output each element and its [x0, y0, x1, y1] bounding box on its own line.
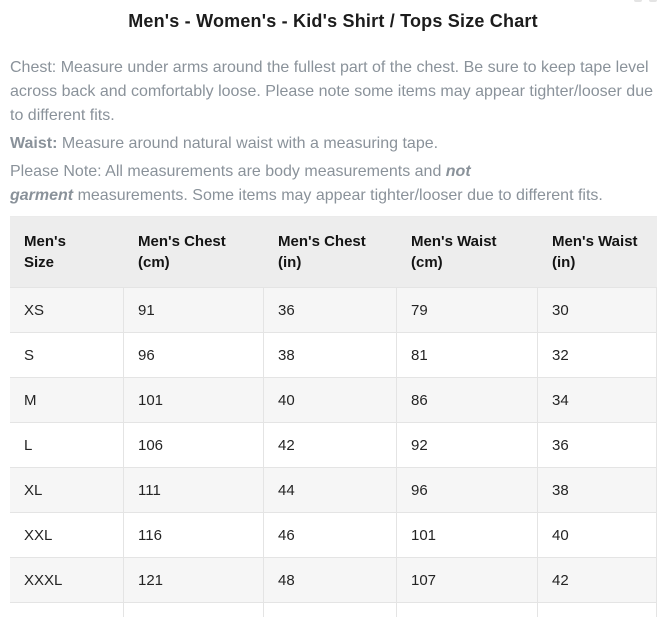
- size-cell: M: [10, 378, 124, 423]
- value-cell: 106: [124, 423, 264, 468]
- value-cell: 86: [397, 378, 538, 423]
- value-cell: 79: [397, 288, 538, 333]
- header-cell-line1: Men's Waist: [552, 233, 638, 250]
- chest-instructions-paragraph: Chest: Measure under arms around the ful…: [10, 56, 656, 128]
- header-cell-line1: Men's Chest: [278, 233, 366, 250]
- header-cell: Men's Waist (in): [538, 216, 657, 288]
- value-cell: 38: [538, 468, 657, 513]
- header-cell-line2: (in): [552, 254, 576, 271]
- value-cell: 101: [124, 378, 264, 423]
- value-cell: 36: [264, 288, 397, 333]
- header-cell: Men's Size: [10, 216, 124, 288]
- header-cell-line2: Size: [24, 254, 55, 271]
- table-row: XS 91 36 79 30: [10, 288, 657, 333]
- measuring-instructions: Chest: Measure under arms around the ful…: [10, 56, 656, 208]
- table-row-partial: [10, 603, 657, 617]
- table-header-row: Men's Size Men's Chest (cm) Men's Chest (in) M…: [10, 216, 657, 288]
- empty-cell: [124, 603, 264, 617]
- value-cell: 116: [124, 513, 264, 558]
- note-lead-text: Please Note: All measurements are body m…: [10, 163, 446, 180]
- value-cell: 36: [538, 423, 657, 468]
- header-cell-line1: Men's Waist: [411, 233, 497, 250]
- value-cell: 34: [538, 378, 657, 423]
- size-cell: S: [10, 333, 124, 378]
- value-cell: 121: [124, 558, 264, 603]
- header-cell: Men's Chest (in): [264, 216, 397, 288]
- cropped-ui-mark: [649, 0, 657, 2]
- size-cell: XS: [10, 288, 124, 333]
- waist-instructions-text: Measure around natural waist with a meas…: [57, 135, 439, 152]
- table-body: XS 91 36 79 30 S 96 38 81 32 M 101 40 86 34 L 106 42 92 36 X…: [10, 288, 657, 617]
- empty-cell: [538, 603, 657, 617]
- value-cell: 92: [397, 423, 538, 468]
- table-row: M 101 40 86 34: [10, 378, 657, 423]
- value-cell: 46: [264, 513, 397, 558]
- size-cell: XXL: [10, 513, 124, 558]
- table-row: XXXL 121 48 107 42: [10, 558, 657, 603]
- page-title: Men's - Women's - Kid's Shirt / Tops Siz…: [128, 11, 538, 31]
- header-cell: Men's Waist (cm): [397, 216, 538, 288]
- note-emphasis-not: not: [445, 163, 471, 180]
- empty-cell: [264, 603, 397, 617]
- value-cell: 40: [538, 513, 657, 558]
- note-rest-text: measurements. Some items may appear tigh…: [73, 187, 603, 204]
- table-row: L 106 42 92 36: [10, 423, 657, 468]
- mens-size-table: Men's Size Men's Chest (cm) Men's Chest (in) M…: [10, 216, 657, 617]
- value-cell: 107: [397, 558, 538, 603]
- waist-instructions-paragraph: Waist: Measure around natural waist with…: [10, 132, 656, 156]
- size-cell: XXXL: [10, 558, 124, 603]
- value-cell: 81: [397, 333, 538, 378]
- value-cell: 111: [124, 468, 264, 513]
- header-cell-line2: (cm): [411, 254, 443, 271]
- value-cell: 91: [124, 288, 264, 333]
- size-cell: L: [10, 423, 124, 468]
- header-cell-line1: Men's Chest: [138, 233, 226, 250]
- chest-instructions-text: Chest: Measure under arms around the ful…: [10, 59, 653, 124]
- value-cell: 48: [264, 558, 397, 603]
- table-row: S 96 38 81 32: [10, 333, 657, 378]
- value-cell: 32: [538, 333, 657, 378]
- header-cell-line2: (cm): [138, 254, 170, 271]
- waist-label: Waist:: [10, 135, 58, 152]
- value-cell: 101: [397, 513, 538, 558]
- note-emphasis-garment: garment: [10, 187, 74, 204]
- table-row: XL 111 44 96 38: [10, 468, 657, 513]
- value-cell: 30: [538, 288, 657, 333]
- header-cell-line1: Men's: [24, 233, 66, 250]
- size-cell: XL: [10, 468, 124, 513]
- header-cell: Men's Chest (cm): [124, 216, 264, 288]
- cropped-ui-mark: [634, 0, 642, 2]
- header-cell-line2: (in): [278, 254, 302, 271]
- value-cell: 42: [538, 558, 657, 603]
- value-cell: 44: [264, 468, 397, 513]
- value-cell: 96: [124, 333, 264, 378]
- empty-cell: [397, 603, 538, 617]
- value-cell: 40: [264, 378, 397, 423]
- value-cell: 96: [397, 468, 538, 513]
- value-cell: 42: [264, 423, 397, 468]
- empty-cell: [10, 603, 124, 617]
- value-cell: 38: [264, 333, 397, 378]
- measurement-note-paragraph: Please Note: All measurements are body m…: [10, 160, 656, 208]
- table-row: XXL 116 46 101 40: [10, 513, 657, 558]
